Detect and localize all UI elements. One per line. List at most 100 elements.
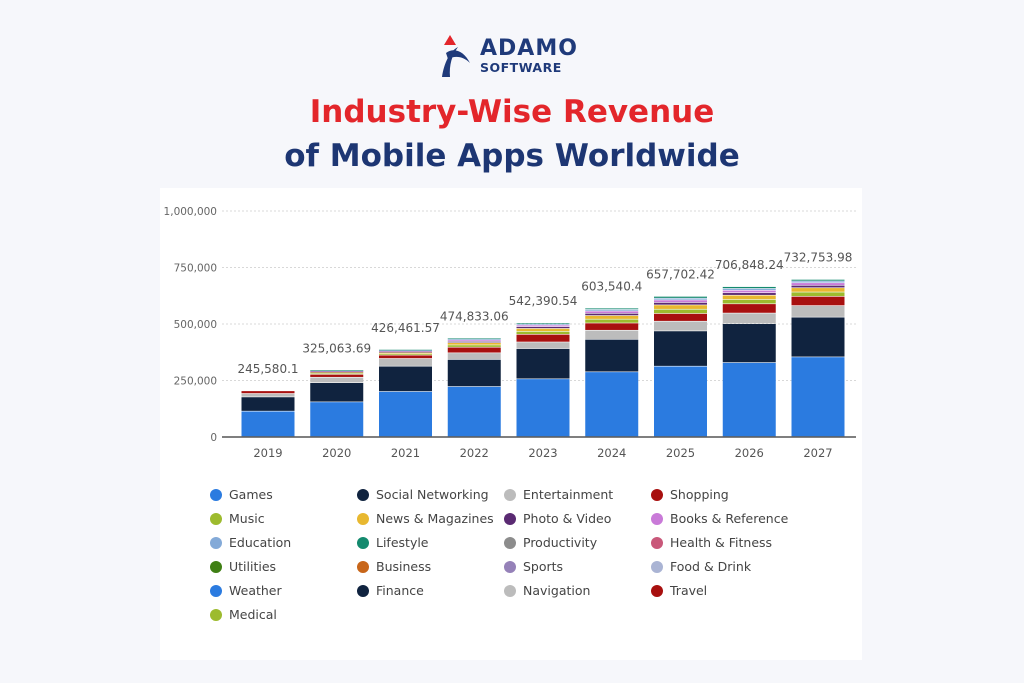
bar-segment-education <box>379 350 432 351</box>
bar-segment-lifestyle <box>722 286 776 289</box>
legend-item[interactable]: Sports <box>504 558 651 575</box>
legend-dot-icon <box>357 488 369 501</box>
bar-segment-music <box>654 309 707 314</box>
legend-label: Productivity <box>523 535 598 550</box>
legend-item[interactable]: Finance <box>357 582 504 599</box>
bar-segment-social-networking <box>654 331 707 366</box>
x-tick-label: 2020 <box>322 446 351 460</box>
bar-segment-books-reference <box>516 325 570 327</box>
legend-item[interactable]: Food & Drink <box>651 558 811 575</box>
bar-segment-shopping <box>722 304 776 313</box>
legend-item[interactable]: Games <box>210 486 357 503</box>
legend-item[interactable]: Navigation <box>504 582 651 599</box>
x-tick-label: 2026 <box>735 446 764 460</box>
bar-segment-entertainment <box>516 342 570 349</box>
legend-item[interactable]: Education <box>210 534 357 551</box>
legend-item[interactable]: Shopping <box>651 486 811 503</box>
bar-segment-books-reference <box>791 283 845 285</box>
legend-item[interactable]: Photo & Video <box>504 510 651 527</box>
legend-item[interactable]: Travel <box>651 582 811 599</box>
bar-segment-news-magazines <box>310 372 364 373</box>
bar-segment-education <box>585 309 639 311</box>
legend-item[interactable]: Utilities <box>210 558 357 575</box>
bar-segment-news-magazines <box>722 295 776 300</box>
legend-item[interactable]: Productivity <box>504 534 651 551</box>
bar-segment-lifestyle <box>585 308 639 310</box>
bar-segment-shopping <box>791 296 845 306</box>
legend-item[interactable]: News & Magazines <box>357 510 504 527</box>
x-tick-label: 2023 <box>528 446 557 460</box>
bar-segment-social-networking <box>516 348 570 379</box>
legend-label: Health & Fitness <box>670 535 773 550</box>
total-label: 657,702.42 <box>646 268 715 282</box>
brand-name: ADAMO <box>480 35 578 61</box>
legend-item[interactable]: Books & Reference <box>651 510 811 527</box>
bar-segment-books-reference <box>379 350 432 352</box>
legend-label: Shopping <box>670 487 729 502</box>
legend-item[interactable]: Music <box>210 510 357 527</box>
legend-label: Sports <box>523 559 564 574</box>
bar-segment-games <box>310 402 364 437</box>
bar-segment-shopping <box>310 374 364 377</box>
legend-item[interactable]: Lifestyle <box>357 534 504 551</box>
bar-segment-books-reference <box>722 290 776 293</box>
total-label: 474,833.06 <box>440 309 509 323</box>
legend-label: Books & Reference <box>670 511 789 526</box>
bar-segment-lifestyle <box>379 349 432 351</box>
bar-segment-books-reference <box>447 340 501 342</box>
y-tick-label: 750,000 <box>174 263 217 275</box>
legend-dot-icon <box>504 584 516 597</box>
total-label: 426,461.57 <box>371 321 440 335</box>
brand-logo: ADAMO SOFTWARE <box>436 33 578 79</box>
bar-segment-shopping <box>379 355 432 359</box>
legend-label: Utilities <box>229 559 277 574</box>
bar-segment-photo-video <box>654 302 707 305</box>
bar-segment-entertainment <box>310 377 364 383</box>
bar-segment-education <box>447 339 501 340</box>
bar-segment-photo-video <box>585 313 639 316</box>
y-tick-label: 0 <box>210 432 217 444</box>
bar-segment-lifestyle <box>791 279 845 281</box>
bar-segment-music <box>516 331 570 335</box>
title-line-1: Industry-Wise Revenue <box>309 94 715 130</box>
bar-segment-music <box>791 292 845 297</box>
bar-segment-games <box>791 357 845 437</box>
bar-segment-photo-video <box>516 326 570 329</box>
legend-dot-icon <box>357 560 369 573</box>
bar-segment-news-magazines <box>585 315 639 319</box>
bar-segment-social-networking <box>791 317 845 357</box>
total-label: 325,063.69 <box>302 341 371 355</box>
legend-item[interactable]: Weather <box>210 582 357 599</box>
legend-item[interactable]: Business <box>357 558 504 575</box>
legend-item[interactable]: Social Networking <box>357 486 504 503</box>
legend-dot-icon <box>210 608 222 621</box>
bar-segment-shopping <box>241 391 295 394</box>
bar-segment-lifestyle <box>654 296 707 298</box>
legend-label: Medical <box>229 607 277 622</box>
title-line-2: of Mobile Apps Worldwide <box>284 138 740 174</box>
legend-label: Lifestyle <box>376 535 429 550</box>
legend-dot-icon <box>651 488 663 501</box>
bar-segment-books-reference <box>310 371 364 372</box>
bar-segment-entertainment <box>654 321 707 331</box>
legend-label: Business <box>376 559 432 574</box>
bar-segment-news-magazines <box>654 305 707 309</box>
legend-label: Entertainment <box>523 487 614 502</box>
bar-segment-education <box>791 281 845 283</box>
legend-label: Travel <box>670 583 708 598</box>
bar-segment-photo-video <box>447 341 501 343</box>
bar-segment-games <box>585 372 639 437</box>
legend-dot-icon <box>651 512 663 525</box>
bar-segment-lifestyle <box>516 323 570 324</box>
adamo-logo-icon <box>442 35 470 77</box>
legend-dot-icon <box>357 536 369 549</box>
bar-segment-news-magazines <box>379 352 432 354</box>
legend-dot-icon <box>504 560 516 573</box>
legend-item[interactable]: Entertainment <box>504 486 651 503</box>
total-label: 245,580.1 <box>237 362 298 376</box>
legend-item[interactable]: Health & Fitness <box>651 534 811 551</box>
bar-segment-books-reference <box>585 311 639 314</box>
legend-item[interactable]: Medical <box>210 606 357 623</box>
x-tick-label: 2019 <box>253 446 282 460</box>
